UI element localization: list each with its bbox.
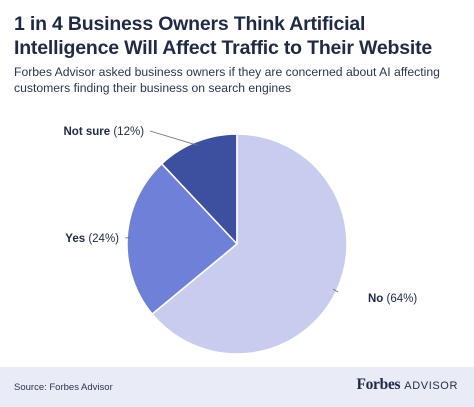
leader-line xyxy=(332,288,339,293)
pie-slice-not-sure xyxy=(160,133,238,246)
slice-label-category: Yes xyxy=(65,233,85,245)
slice-label: Not sure (12%) xyxy=(64,126,145,138)
pie-slice-yes xyxy=(126,162,239,316)
slice-label-percent: (24%) xyxy=(85,233,119,245)
slice-label-category: Not sure xyxy=(64,126,111,138)
slice-label-percent: (12%) xyxy=(110,126,144,138)
chart-title: 1 in 4 Business Owners Think Artificial … xyxy=(14,13,433,59)
slice-label: Yes (24%) xyxy=(65,233,119,245)
chart-subtitle: Forbes Advisor asked business owners if … xyxy=(14,65,440,95)
source-note: Source: Forbes Advisor xyxy=(14,382,113,393)
brand-logo: Forbes ADVISOR xyxy=(356,376,458,394)
leader-line xyxy=(124,236,132,239)
brand-name: Forbes xyxy=(356,376,401,393)
leader-line xyxy=(149,130,199,146)
slice-label: No (64%) xyxy=(368,293,417,305)
pie-chart: Not sure (12%) Yes (24%) No (64%) xyxy=(64,126,417,355)
footer-bar: Source: Forbes Advisor Forbes ADVISOR xyxy=(0,367,474,407)
slice-label-percent: (64%) xyxy=(383,293,417,305)
brand-sub: ADVISOR xyxy=(404,380,458,392)
slice-label-category: No xyxy=(368,293,383,305)
